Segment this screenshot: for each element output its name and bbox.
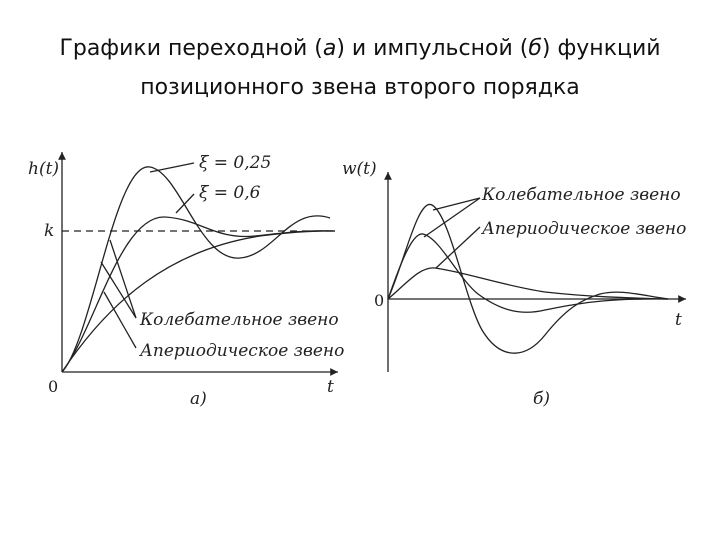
title-part-1: Графики переходной ( [59,36,323,61]
panel-b-curve-aperiodic [387,267,669,300]
panel-a-x-axis-label: t [327,377,334,397]
panel-b-aperiodic-label: Апериодическое звено [481,219,686,239]
panel-a-xi1-label: ξ = 0,25 [199,153,271,173]
panel-b-curve-osc-weak [387,233,669,313]
panel-b-y-axis-label: w(t) [342,159,377,179]
panel-b-oscillatory-label: Колебательное звено [481,185,681,205]
title-letter-a: а [322,36,337,61]
slide-title-line-2: позиционного звена второго порядка [140,75,580,100]
panel-a-pointer-xi1 [149,162,195,173]
panel-a [58,152,338,376]
panel-a-aperiodic-label: Апериодическое звено [139,341,344,361]
panel-b-origin-label: 0 [374,291,384,310]
panel-b-caption: б) [533,389,550,409]
panel-a-pointer-osc-2 [100,261,137,319]
slide-title-line-1: Графики переходной (а) и импульсной (б) … [0,34,720,64]
title-letter-b: б [528,36,542,61]
title-part-3: ) функций [541,36,661,61]
panel-a-curve-xi-025 [61,166,331,373]
panel-b-pointer-aper [435,226,481,269]
panel-a-curve-aperiodic [61,230,336,373]
panel-a-y-axis-label: h(t) [28,159,59,179]
panel-a-oscillatory-label: Колебательное звено [139,310,339,330]
panel-a-k-label: k [44,221,54,241]
panel-a-pointer-aper [103,291,137,349]
title-part-2: ) и импульсной ( [336,36,529,61]
panel-a-pointer-xi2 [175,193,195,214]
panel-a-caption: а) [190,389,207,409]
panel-a-pointer-osc-1 [109,239,137,319]
panel-b-curve-osc-strong [387,203,669,354]
panel-b [384,172,686,372]
panel-a-xi2-label: ξ = 0,6 [199,183,261,203]
panel-a-origin-label: 0 [48,377,58,396]
panel-b-pointer-osc-1 [432,197,481,211]
panel-b-pointer-osc-2 [423,197,481,238]
panel-b-x-axis-label: t [675,310,682,330]
